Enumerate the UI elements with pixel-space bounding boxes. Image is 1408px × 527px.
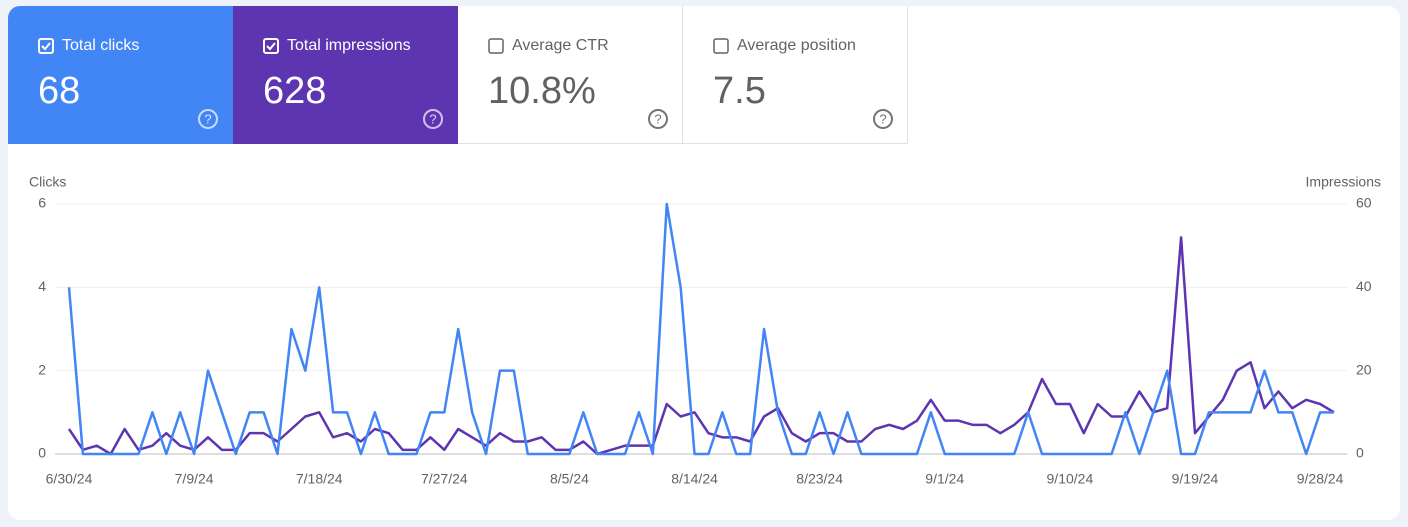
performance-panel: Total clicks 68 ? Total impressions 628 … <box>8 6 1400 520</box>
card-label: Total impressions <box>287 37 411 54</box>
x-tick-label: 7/18/24 <box>296 471 343 487</box>
card-value: 7.5 <box>713 70 766 112</box>
y-tick-label: 4 <box>38 278 46 294</box>
checkbox[interactable] <box>263 38 279 54</box>
checkbox[interactable] <box>488 38 504 54</box>
svg-text:?: ? <box>879 111 886 126</box>
x-tick-label: 6/30/24 <box>46 471 93 487</box>
metric-card[interactable]: Total clicks 68 ? <box>8 6 233 144</box>
checkbox[interactable] <box>713 38 729 54</box>
help-icon[interactable]: ? <box>422 108 444 130</box>
svg-text:?: ? <box>429 111 436 126</box>
card-value: 10.8% <box>488 70 596 112</box>
y2-tick-label: 20 <box>1356 361 1372 377</box>
x-tick-label: 7/27/24 <box>421 471 468 487</box>
svg-text:?: ? <box>654 111 661 126</box>
x-tick-label: 9/10/24 <box>1047 471 1094 487</box>
x-tick-label: 8/23/24 <box>796 471 843 487</box>
y-tick-label: 0 <box>38 445 46 461</box>
help-icon[interactable]: ? <box>647 108 669 130</box>
metric-card[interactable]: Average position 7.5 ? <box>683 6 908 144</box>
metric-card[interactable]: Total impressions 628 ? <box>233 6 458 144</box>
series-line <box>67 202 1334 456</box>
help-icon[interactable]: ? <box>197 108 219 130</box>
x-tick-label: 8/14/24 <box>671 471 718 487</box>
checkbox[interactable] <box>38 38 54 54</box>
x-tick-label: 8/5/24 <box>550 471 589 487</box>
help-icon[interactable]: ? <box>872 108 894 130</box>
metric-card[interactable]: Average CTR 10.8% ? <box>458 6 683 144</box>
y-axis-title: Clicks <box>29 174 66 190</box>
x-tick-label: 7/9/24 <box>175 471 214 487</box>
y2-tick-label: 0 <box>1356 445 1364 461</box>
x-tick-label: 9/19/24 <box>1172 471 1219 487</box>
card-value: 68 <box>38 70 81 112</box>
y-tick-label: 6 <box>38 195 46 211</box>
card-label: Average CTR <box>512 37 609 54</box>
card-label: Average position <box>737 37 856 54</box>
y2-tick-label: 60 <box>1356 195 1372 211</box>
x-tick-label: 9/1/24 <box>925 471 964 487</box>
card-label: Total clicks <box>62 37 140 54</box>
x-tick-label: 9/28/24 <box>1297 471 1344 487</box>
svg-text:?: ? <box>204 111 211 126</box>
y2-axis-title: Impressions <box>1306 174 1381 190</box>
card-value: 628 <box>263 70 327 112</box>
y2-tick-label: 40 <box>1356 278 1372 294</box>
y-tick-label: 2 <box>38 361 46 377</box>
series-line <box>67 236 1335 456</box>
